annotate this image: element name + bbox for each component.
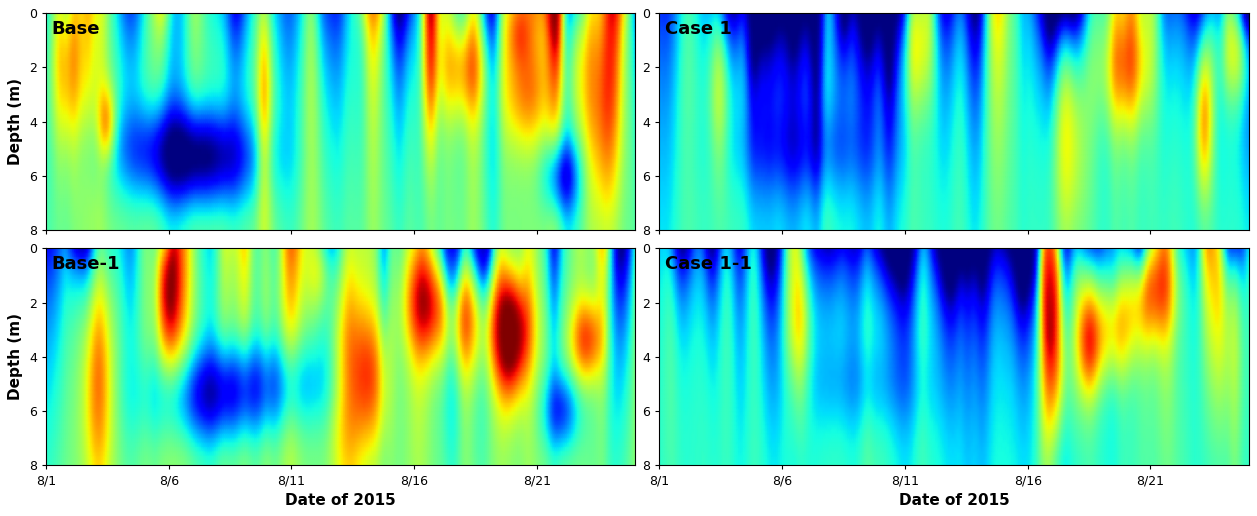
X-axis label: Date of 2015: Date of 2015 [899, 493, 1009, 508]
Text: Base: Base [52, 20, 101, 38]
Y-axis label: Depth (m): Depth (m) [9, 78, 24, 165]
Y-axis label: Depth (m): Depth (m) [9, 313, 24, 400]
Text: Case 1-1: Case 1-1 [665, 255, 752, 273]
Text: Case 1: Case 1 [665, 20, 732, 38]
X-axis label: Date of 2015: Date of 2015 [285, 493, 396, 508]
Text: Base-1: Base-1 [52, 255, 121, 273]
